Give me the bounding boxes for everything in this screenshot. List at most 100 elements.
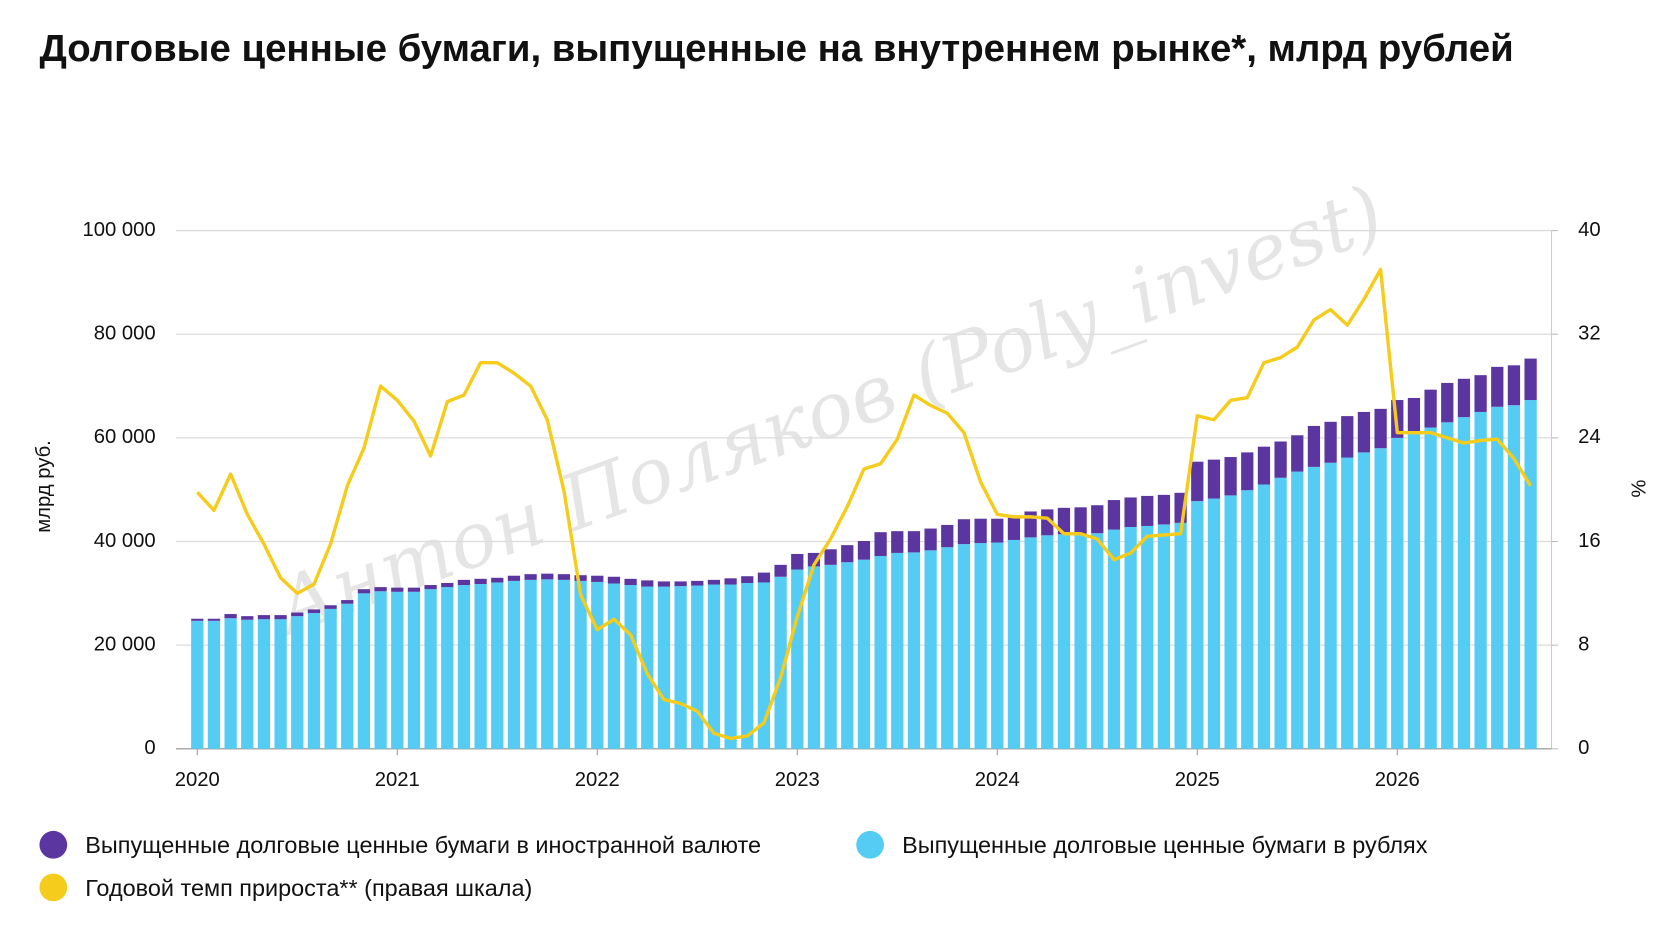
bar — [1074, 507, 1087, 534]
x-tick-label: 2022 — [575, 769, 620, 791]
bar — [1024, 537, 1037, 749]
bar — [991, 518, 1004, 543]
bar — [1241, 490, 1254, 749]
bar — [1374, 448, 1387, 749]
y-tick-label: 100 000 — [82, 219, 155, 241]
bar — [557, 579, 571, 749]
bar — [1207, 459, 1221, 499]
bar — [1057, 534, 1071, 749]
line — [196, 267, 1533, 741]
bar — [924, 528, 937, 551]
bar — [1191, 501, 1204, 749]
bar — [974, 518, 987, 544]
bar — [307, 613, 321, 749]
bar — [241, 619, 254, 749]
bar — [857, 559, 871, 749]
bar — [274, 615, 287, 620]
bar — [1057, 507, 1071, 535]
legend-marker — [39, 830, 68, 859]
legend-label: Выпущенные долговые ценные бумаги в инос… — [85, 832, 761, 858]
bar — [324, 605, 337, 609]
bar — [457, 579, 471, 586]
bar — [291, 612, 304, 617]
bar — [791, 569, 804, 749]
bar — [957, 519, 971, 545]
y2-tick-label: 16 — [1578, 530, 1601, 552]
bar — [1041, 535, 1054, 749]
bar — [357, 593, 371, 749]
title-box: Долговые ценные бумаги, выпущенные на вн… — [39, 26, 1513, 70]
bar — [507, 575, 521, 581]
bar — [441, 587, 454, 749]
bar — [1141, 525, 1154, 749]
bar — [1157, 494, 1171, 525]
bar — [407, 591, 421, 749]
bar — [807, 566, 821, 749]
bar — [1441, 382, 1454, 423]
bar — [1507, 365, 1521, 406]
bar — [474, 584, 487, 749]
bar — [941, 547, 954, 749]
bar — [624, 585, 637, 749]
y-tick-label: 20 000 — [94, 634, 156, 656]
bar — [924, 550, 937, 749]
bar — [574, 575, 587, 581]
bar — [257, 619, 271, 749]
bar — [524, 574, 537, 580]
bar — [1491, 366, 1504, 407]
x-tick-label: 2025 — [1175, 769, 1220, 791]
bar — [1007, 539, 1021, 749]
bar — [357, 589, 371, 594]
bar — [774, 564, 787, 577]
bar — [1191, 461, 1204, 502]
bar — [1474, 375, 1487, 412]
bar — [674, 581, 687, 587]
bar — [974, 543, 987, 749]
bar — [1174, 522, 1187, 749]
bar — [1357, 411, 1371, 453]
bar — [624, 578, 637, 586]
y-tick-label: 80 000 — [94, 323, 156, 345]
bar — [757, 582, 771, 749]
bar — [641, 586, 654, 749]
bar — [824, 549, 837, 565]
bar — [691, 585, 704, 749]
bar — [391, 591, 404, 749]
bar — [374, 587, 387, 592]
bar — [341, 600, 354, 604]
bar — [691, 580, 704, 586]
bar — [1324, 421, 1337, 463]
bar — [1274, 441, 1287, 478]
bar — [207, 618, 221, 621]
legend-marker — [39, 873, 68, 902]
bar — [1041, 509, 1054, 536]
bar — [891, 531, 904, 553]
bar — [874, 556, 887, 749]
bar — [1474, 411, 1487, 749]
y2-tick-label: 24 — [1578, 426, 1601, 448]
bar — [607, 583, 621, 749]
y2-axis-label: % — [1628, 480, 1650, 498]
bar — [424, 589, 437, 749]
bar — [1357, 452, 1371, 749]
bar — [1007, 517, 1021, 540]
bar — [1457, 378, 1471, 418]
bar — [1407, 432, 1421, 749]
bar — [491, 577, 504, 583]
bar — [957, 544, 971, 749]
bar — [1407, 397, 1421, 433]
bar — [541, 579, 554, 749]
bar — [441, 582, 454, 588]
legend-marker — [856, 830, 884, 859]
bar — [1107, 529, 1121, 749]
bar — [191, 620, 204, 749]
bar — [1307, 425, 1321, 467]
bar — [224, 614, 237, 619]
x-tick-label: 2020 — [175, 769, 220, 791]
bar — [1491, 406, 1504, 749]
y2-tick-label: 0 — [1578, 737, 1589, 759]
bar — [324, 608, 337, 749]
bar — [491, 582, 504, 749]
bar — [274, 619, 287, 749]
